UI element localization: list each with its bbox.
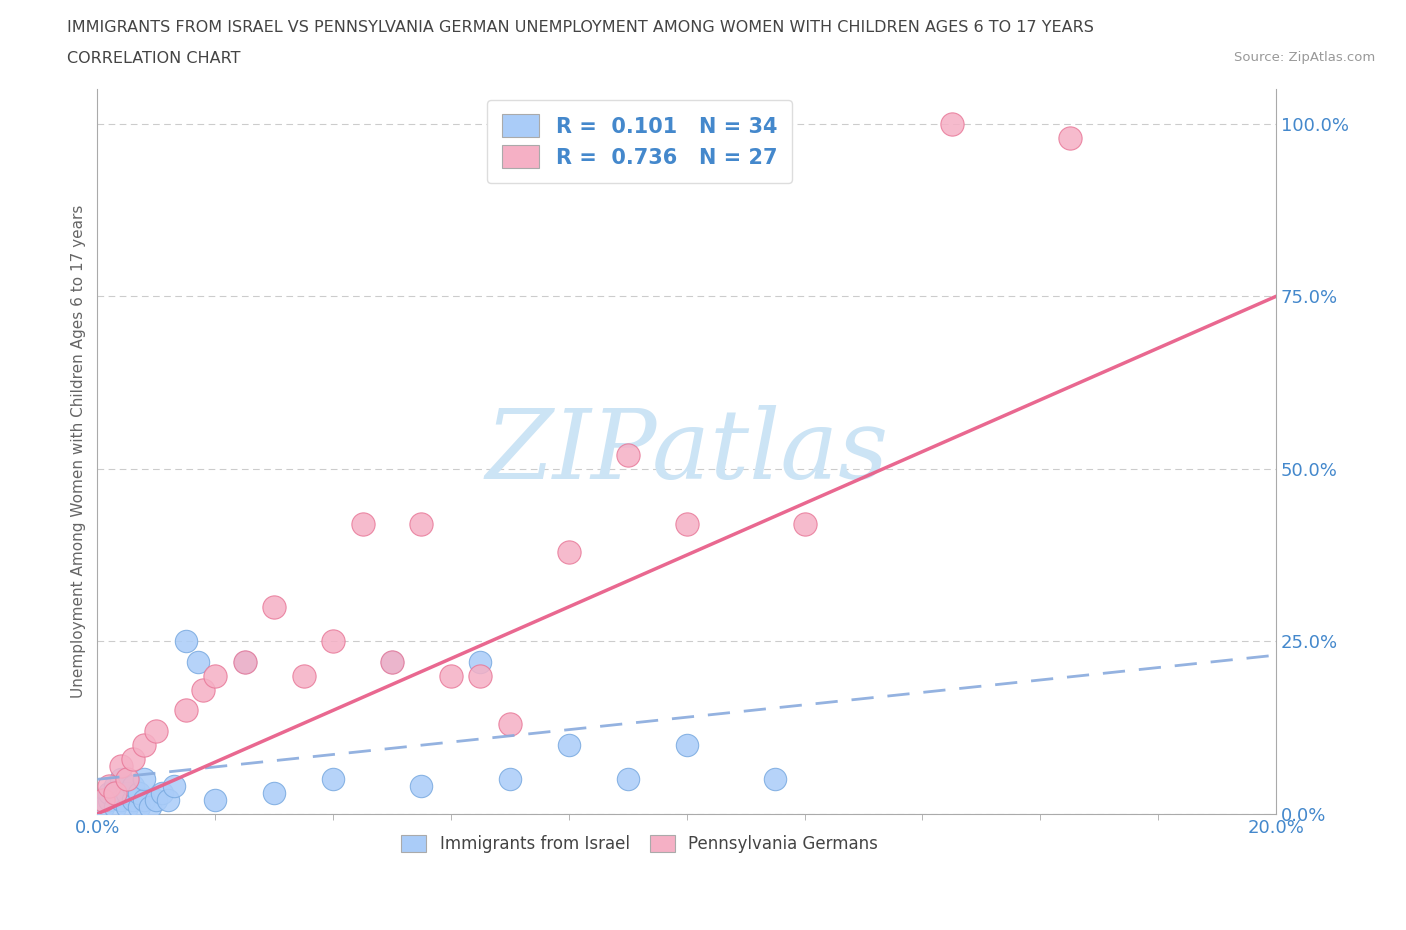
Point	[499, 772, 522, 787]
Point	[98, 792, 121, 807]
Point	[381, 655, 404, 670]
Point	[110, 792, 132, 807]
Point	[98, 778, 121, 793]
Point	[174, 634, 197, 649]
Point	[91, 800, 114, 815]
Point	[675, 517, 697, 532]
Point	[763, 772, 786, 787]
Point	[163, 778, 186, 793]
Point	[411, 517, 433, 532]
Point	[104, 800, 127, 815]
Point	[616, 447, 638, 462]
Point	[263, 600, 285, 615]
Point	[793, 517, 815, 532]
Point	[115, 772, 138, 787]
Point	[204, 792, 226, 807]
Text: Source: ZipAtlas.com: Source: ZipAtlas.com	[1234, 51, 1375, 64]
Point	[145, 724, 167, 738]
Point	[145, 792, 167, 807]
Point	[322, 772, 344, 787]
Point	[193, 683, 215, 698]
Point	[115, 800, 138, 815]
Point	[121, 751, 143, 766]
Text: CORRELATION CHART: CORRELATION CHART	[67, 51, 240, 66]
Legend: Immigrants from Israel, Pennsylvania Germans: Immigrants from Israel, Pennsylvania Ger…	[395, 829, 884, 860]
Point	[1059, 130, 1081, 145]
Text: IMMIGRANTS FROM ISRAEL VS PENNSYLVANIA GERMAN UNEMPLOYMENT AMONG WOMEN WITH CHIL: IMMIGRANTS FROM ISRAEL VS PENNSYLVANIA G…	[67, 20, 1094, 35]
Point	[322, 634, 344, 649]
Y-axis label: Unemployment Among Women with Children Ages 6 to 17 years: Unemployment Among Women with Children A…	[72, 205, 86, 698]
Point	[499, 717, 522, 732]
Point	[233, 655, 256, 670]
Point	[121, 778, 143, 793]
Point	[233, 655, 256, 670]
Point	[411, 778, 433, 793]
Point	[440, 669, 463, 684]
Point	[110, 758, 132, 773]
Point	[128, 786, 150, 801]
Point	[352, 517, 374, 532]
Point	[104, 778, 127, 793]
Point	[128, 800, 150, 815]
Point	[204, 669, 226, 684]
Point	[174, 703, 197, 718]
Point	[115, 786, 138, 801]
Point	[104, 786, 127, 801]
Point	[558, 544, 581, 559]
Point	[941, 116, 963, 131]
Point	[134, 792, 156, 807]
Point	[121, 792, 143, 807]
Point	[616, 772, 638, 787]
Point	[470, 669, 492, 684]
Point	[110, 772, 132, 787]
Point	[675, 737, 697, 752]
Point	[558, 737, 581, 752]
Point	[470, 655, 492, 670]
Point	[98, 786, 121, 801]
Point	[134, 737, 156, 752]
Point	[381, 655, 404, 670]
Point	[91, 792, 114, 807]
Point	[157, 792, 180, 807]
Point	[186, 655, 208, 670]
Point	[134, 772, 156, 787]
Point	[139, 800, 162, 815]
Text: ZIPatlas: ZIPatlas	[485, 405, 889, 498]
Point	[263, 786, 285, 801]
Point	[292, 669, 315, 684]
Point	[150, 786, 173, 801]
